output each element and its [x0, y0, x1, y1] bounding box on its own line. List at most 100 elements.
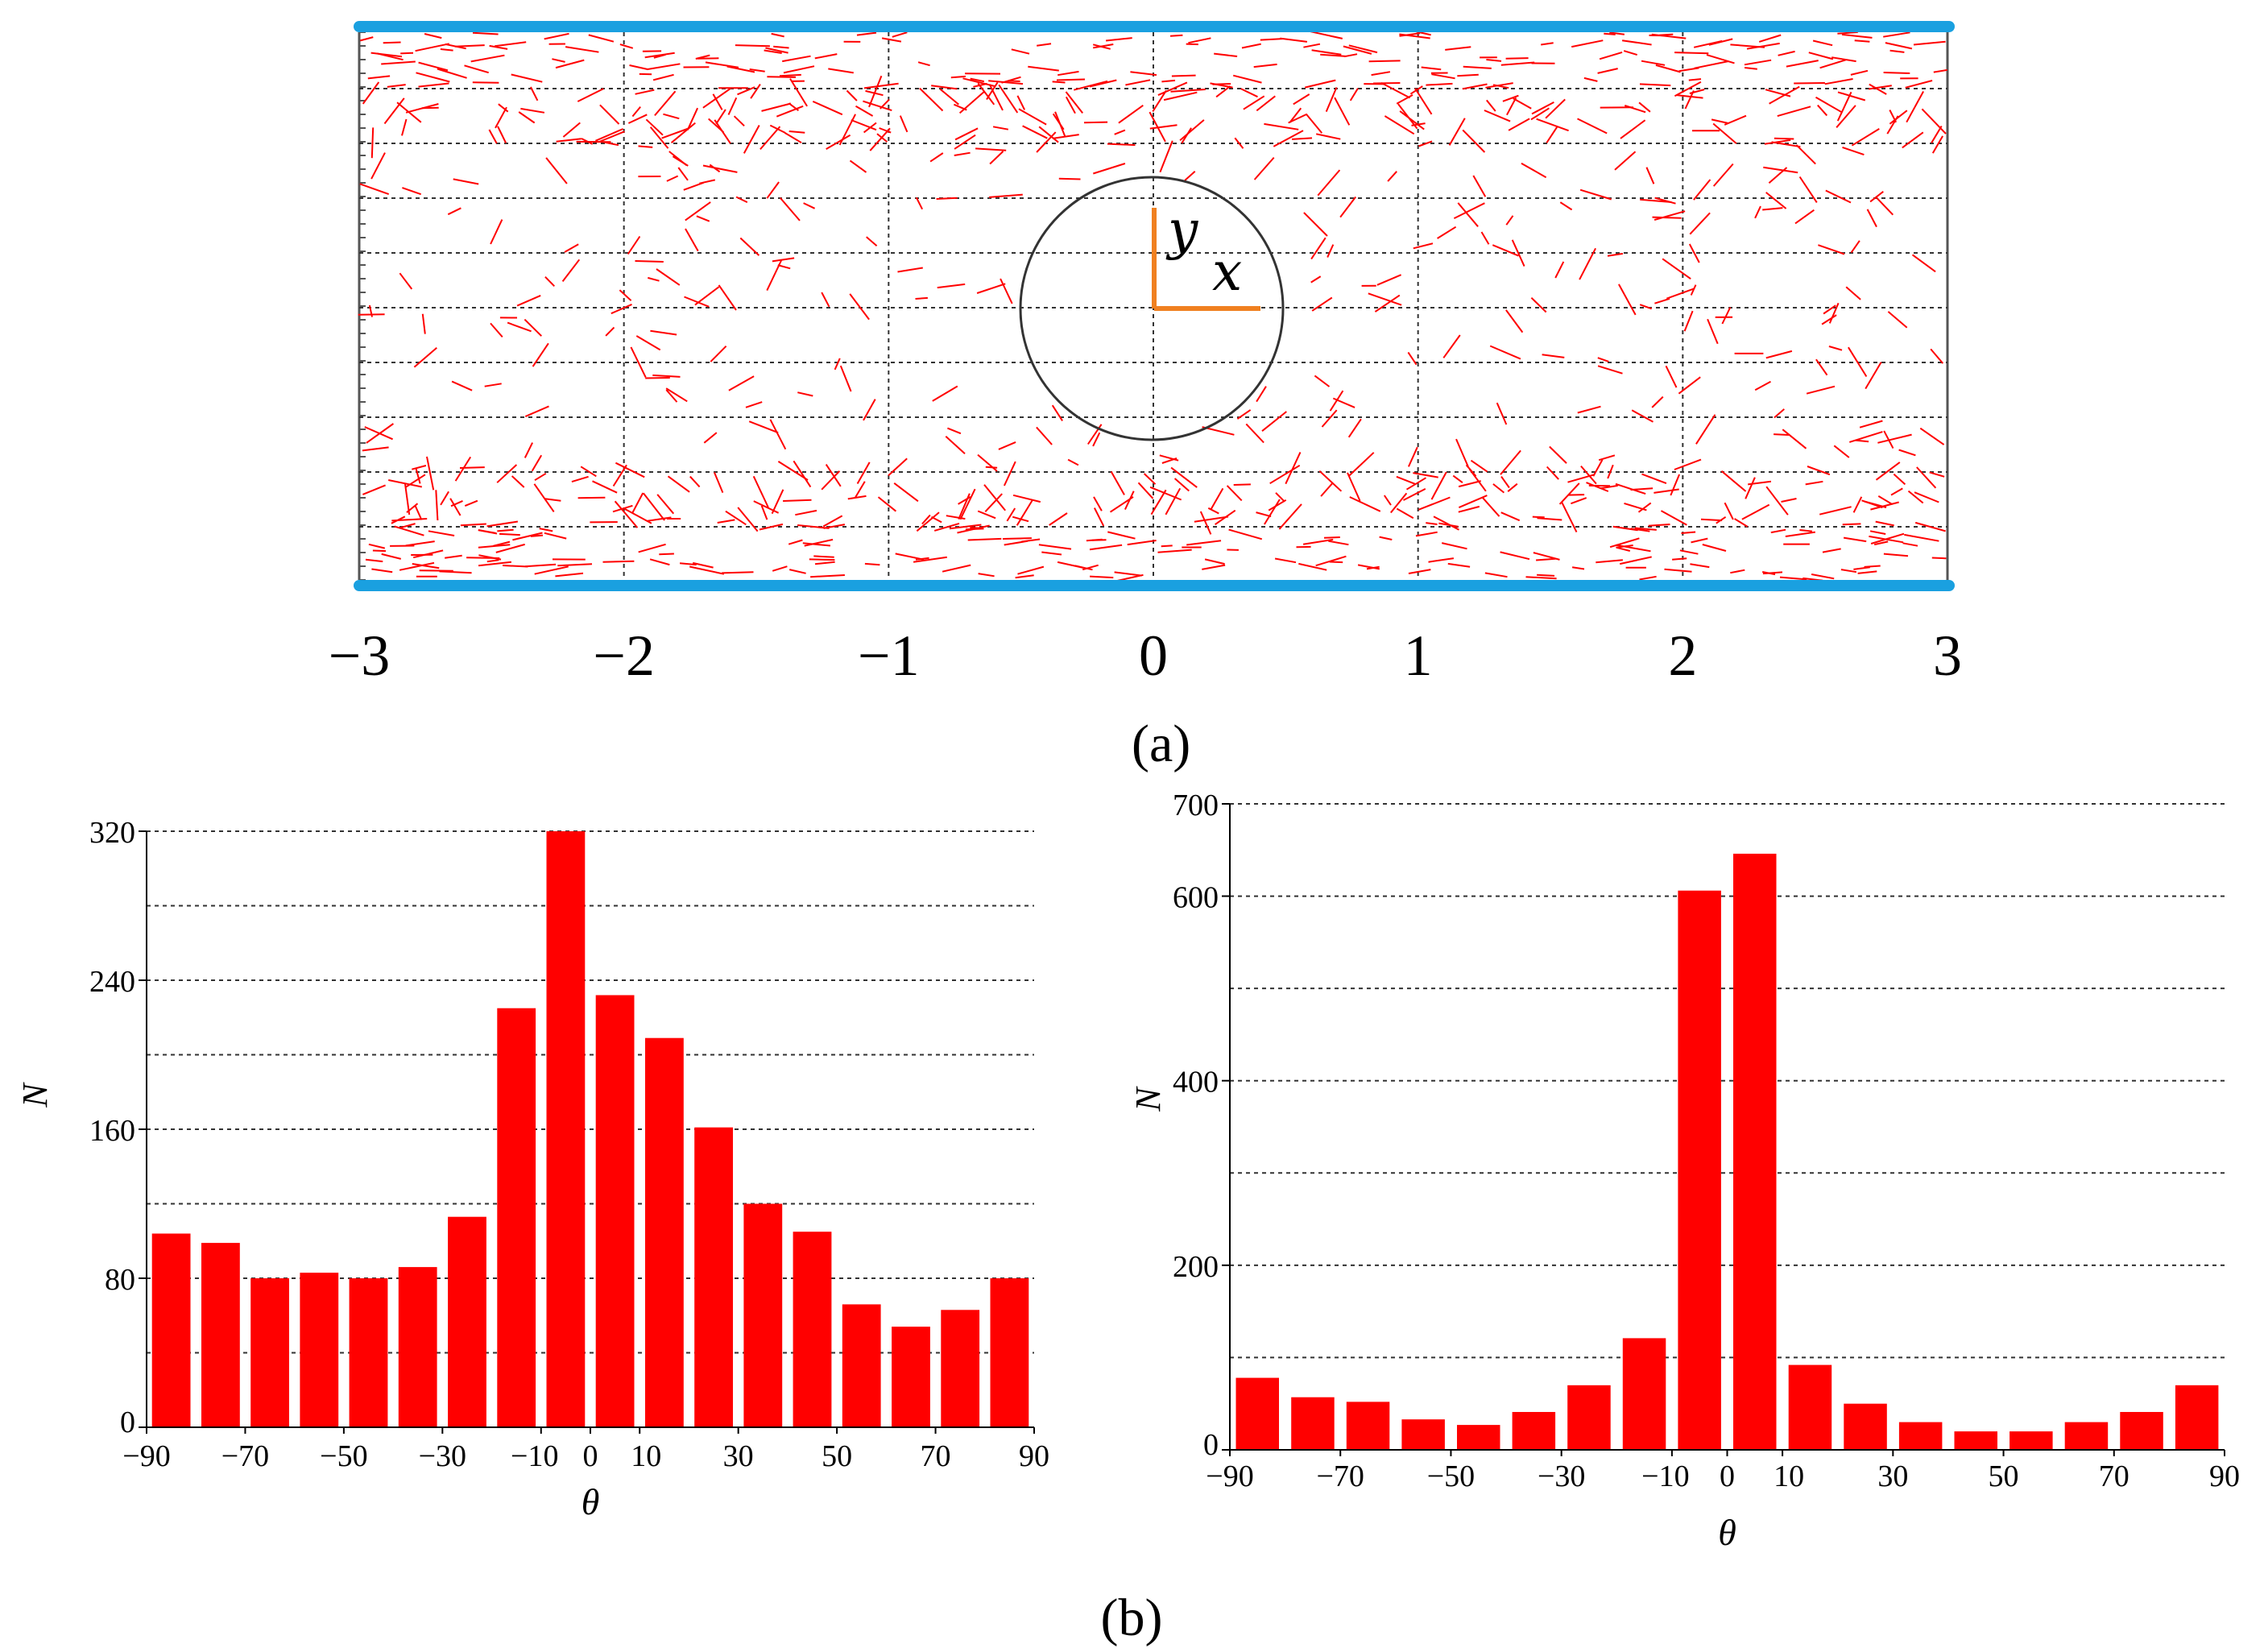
flow-vector	[855, 105, 874, 117]
flow-vector	[544, 32, 569, 40]
flow-vector	[1818, 244, 1845, 255]
flow-vector	[1665, 365, 1678, 388]
histogram-bar	[1235, 1377, 1279, 1450]
flow-vector	[992, 126, 1008, 130]
flow-vector	[685, 228, 699, 252]
flow-vector	[760, 505, 768, 520]
flow-vector	[947, 427, 962, 435]
flow-vector	[1889, 110, 1908, 125]
flow-vector	[451, 380, 473, 391]
flow-vector	[1325, 87, 1338, 112]
flow-vector	[1711, 118, 1728, 124]
flow-vector	[1304, 79, 1336, 89]
flow-vector	[488, 129, 498, 144]
flow-vector	[1303, 43, 1321, 48]
flow-vector	[1690, 563, 1710, 569]
flow-vector	[1693, 39, 1723, 48]
flow-vector	[803, 202, 816, 209]
flow-x-tick: −2	[593, 623, 655, 688]
flow-vector	[1245, 423, 1264, 444]
y-tick-label: 160	[89, 1114, 135, 1148]
flow-vector	[748, 420, 779, 434]
flow-vector	[1929, 471, 1945, 478]
flow-vector	[387, 84, 406, 88]
flow-vector	[524, 442, 533, 458]
flow-vector	[545, 157, 568, 184]
x-tick-label: 90	[2209, 1459, 2240, 1493]
flow-vector	[1876, 197, 1894, 216]
flow-vector	[413, 346, 437, 368]
flow-vector	[868, 75, 883, 108]
histogram-bar	[595, 995, 635, 1427]
flow-vector	[1492, 483, 1505, 494]
flow-vector	[1806, 385, 1836, 395]
flow-vector	[1869, 85, 1892, 90]
flow-vector	[863, 82, 899, 89]
flow-vector	[1931, 135, 1943, 154]
flow-vector	[1521, 162, 1547, 179]
flow-vector	[1017, 565, 1045, 575]
flow-vector	[454, 456, 472, 482]
flow-vector	[929, 152, 944, 163]
flow-vector	[771, 32, 784, 38]
flow-vector	[1902, 131, 1924, 149]
flow-vector	[1505, 57, 1529, 60]
flow-vector	[1125, 79, 1151, 86]
flow-vector	[1683, 310, 1694, 332]
x-tick-label: −30	[1538, 1459, 1585, 1493]
flow-grid	[358, 31, 1949, 581]
flow-vector	[1828, 346, 1843, 351]
flow-vector	[1785, 531, 1815, 537]
histogram-bar	[1622, 1338, 1666, 1450]
flow-vector	[1253, 63, 1277, 68]
flow-vector	[1843, 536, 1867, 543]
flow-vector	[1866, 209, 1877, 228]
flow-vector	[1298, 562, 1327, 571]
flow-vector	[1399, 110, 1425, 130]
flow-vector	[472, 81, 499, 84]
histogram-bar	[2120, 1412, 2163, 1450]
flow-vector	[1500, 476, 1510, 489]
flow-vector	[931, 85, 958, 90]
y-tick-label: 240	[89, 965, 135, 999]
flow-vector	[1875, 462, 1901, 481]
flow-vector	[689, 565, 725, 575]
flow-vector	[652, 374, 681, 378]
flow-vector	[406, 503, 419, 513]
flow-vector	[777, 461, 809, 481]
flow-vector	[399, 561, 435, 571]
flow-vector	[496, 464, 518, 483]
flow-vector	[1349, 88, 1359, 101]
flow-vector	[1545, 98, 1566, 119]
flow-vector	[1765, 486, 1789, 515]
flow-vector	[1851, 128, 1880, 147]
flow-vector	[478, 554, 502, 561]
flow-vector	[1921, 108, 1947, 135]
flow-vector	[1357, 564, 1380, 570]
flow-vector	[1305, 113, 1322, 134]
flow-vector	[1869, 530, 1886, 535]
flow-vector	[864, 562, 880, 566]
flow-vector	[1317, 169, 1341, 197]
flow-vector	[1448, 118, 1466, 146]
flow-vector	[653, 53, 666, 59]
flow-vector	[1825, 189, 1852, 204]
flow-vector	[849, 159, 867, 173]
flow-vector	[1688, 78, 1702, 81]
flow-vector	[1782, 429, 1807, 449]
histogram-bar	[892, 1327, 930, 1427]
flow-x-tick: 1	[1404, 623, 1433, 688]
flow-vector	[1833, 445, 1850, 458]
y-tick-label: 320	[89, 816, 135, 850]
flow-vector	[954, 127, 979, 141]
flow-vector	[1850, 240, 1860, 254]
flow-vector	[499, 532, 520, 536]
flow-vector	[1506, 97, 1517, 116]
flow-vector	[1236, 409, 1252, 420]
flow-vector	[376, 52, 404, 61]
flow-vector	[1445, 46, 1471, 51]
flow-vector	[772, 565, 788, 572]
flow-vector	[511, 73, 543, 83]
flow-vector	[1214, 52, 1238, 57]
flow-vector	[478, 544, 511, 549]
